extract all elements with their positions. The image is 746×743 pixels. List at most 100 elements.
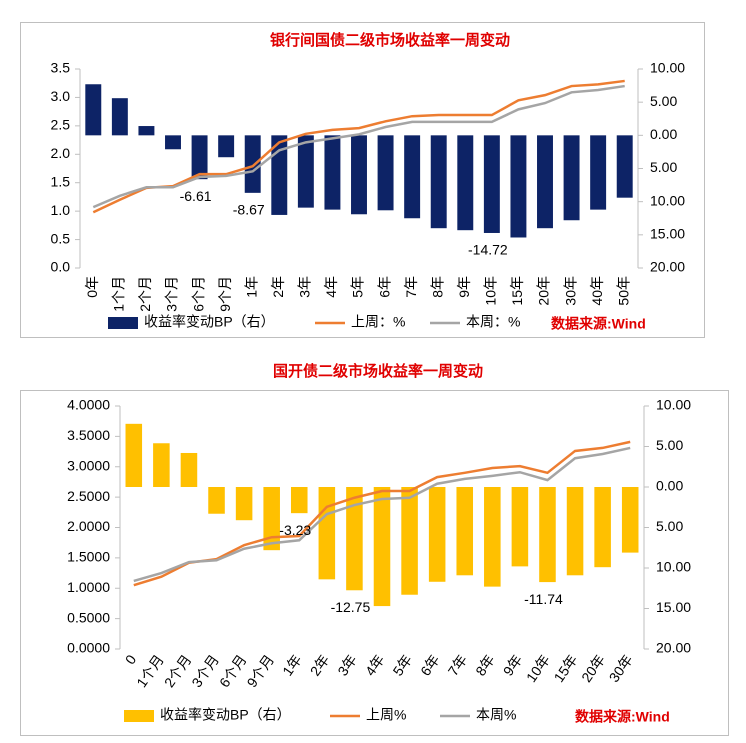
bar	[484, 487, 501, 587]
x-tick-label: 1个月	[111, 276, 127, 312]
x-tick-label: 15年	[509, 276, 525, 306]
bar	[165, 135, 181, 150]
bar	[594, 487, 611, 568]
y2-tick-label: 5.00	[650, 93, 677, 109]
x-tick-label: 3年	[297, 276, 313, 298]
x-tick-label: 15年	[550, 652, 580, 685]
x-tick-label: 6个月	[190, 276, 206, 312]
x-tick-label: 0	[122, 652, 140, 668]
y-tick-label: 2.0000	[67, 518, 110, 534]
x-tick-label: 6年	[417, 652, 443, 679]
y2-tick-label: 0.00	[656, 478, 683, 494]
x-tick-label: 30年	[562, 276, 578, 306]
y-tick-label: 3.5000	[67, 427, 110, 443]
bar	[85, 84, 102, 136]
x-tick-label: 9年	[456, 276, 472, 298]
data-label: -11.74	[524, 591, 563, 607]
bar	[457, 135, 474, 231]
y2-tick-label: 10.00	[656, 397, 691, 413]
y-tick-label: 3.0	[51, 88, 71, 104]
bar	[621, 487, 639, 553]
x-tick-label: 20年	[578, 652, 608, 685]
bar	[404, 135, 421, 219]
line	[92, 84, 625, 209]
y-tick-label: 2.0	[51, 145, 71, 161]
line	[133, 446, 631, 583]
x-tick-label: 50年	[615, 276, 631, 306]
y2-tick-label: 20.00	[656, 640, 691, 656]
data-label: -12.75	[331, 599, 371, 615]
data-label: -8.67	[233, 202, 265, 218]
bar	[324, 135, 341, 210]
legend-label: 本周：%	[466, 314, 520, 330]
x-tick-label: 8年	[429, 276, 445, 298]
bar	[483, 135, 500, 233]
legend-label: 收益率变动BP（右）	[144, 314, 275, 330]
bar	[537, 135, 553, 229]
bar	[511, 487, 529, 567]
x-tick-label: 4年	[362, 652, 388, 679]
x-tick-label: 7年	[445, 652, 471, 679]
bar	[430, 135, 447, 229]
data-label: -3.23	[279, 522, 311, 538]
chart-frame	[20, 390, 729, 736]
x-tick-label: 5年	[350, 276, 366, 298]
bar	[428, 487, 446, 582]
y2-tick-label: 15.00	[656, 599, 691, 615]
x-tick-label: 9年	[500, 652, 526, 679]
chart-title: 银行间国债二级市场收益率一周变动	[270, 31, 510, 49]
y2-tick-label: 15.00	[650, 226, 685, 242]
legend-label: 上周：%	[351, 314, 405, 330]
bar	[563, 135, 580, 221]
bar	[616, 135, 633, 198]
bar	[297, 135, 314, 208]
y2-tick-label: 20.00	[650, 259, 685, 275]
x-tick-label: 7年	[403, 276, 419, 298]
x-tick-label: 2个月	[161, 652, 195, 691]
chart-title: 国开债二级市场收益率一周变动	[273, 362, 483, 380]
x-tick-label: 5年	[389, 652, 415, 679]
y-tick-label: 0.0000	[67, 640, 110, 656]
source: 数据来源:Wind	[551, 316, 646, 332]
bar	[377, 135, 394, 211]
x-tick-label: 1年	[279, 652, 305, 679]
x-tick-label: 20年	[536, 276, 552, 306]
source: 数据来源:Wind	[575, 709, 670, 725]
x-tick-label: 3个月	[188, 652, 222, 691]
y2-tick-label: 0.00	[650, 126, 677, 142]
x-tick-label: 1个月	[133, 652, 167, 691]
x-tick-label: 9个月	[217, 276, 233, 312]
legend-label: 上周%	[366, 707, 406, 723]
x-tick-label: 1年	[243, 276, 259, 298]
legend-label: 本周%	[476, 707, 516, 723]
x-tick-label: 3个月	[164, 276, 180, 312]
bar	[318, 487, 336, 580]
x-tick-label: 2年	[270, 276, 286, 298]
y-tick-label: 3.0000	[67, 457, 110, 473]
y-tick-label: 2.5	[51, 117, 71, 133]
y-tick-label: 0.5000	[67, 609, 110, 625]
x-tick-label: 6年	[376, 276, 392, 298]
y-tick-label: 0.5	[51, 230, 71, 246]
x-tick-label: 30年	[606, 652, 636, 685]
y-tick-label: 0.0	[51, 259, 71, 275]
y2-tick-label: 5.00	[656, 518, 683, 534]
bar	[218, 135, 235, 158]
bar	[180, 452, 198, 487]
bar	[373, 487, 391, 607]
bar	[138, 126, 155, 136]
bar	[566, 487, 584, 576]
bar	[271, 135, 288, 215]
y-tick-label: 4.0000	[67, 397, 110, 413]
bar	[125, 423, 143, 487]
bar	[590, 135, 607, 210]
x-tick-label: 9个月	[244, 652, 278, 691]
bar	[351, 135, 367, 215]
x-tick-label: 3年	[334, 652, 360, 679]
bar	[401, 487, 418, 595]
legend-swatch	[124, 710, 154, 722]
y-tick-label: 1.5000	[67, 549, 110, 565]
x-tick-label: 8年	[472, 652, 498, 679]
